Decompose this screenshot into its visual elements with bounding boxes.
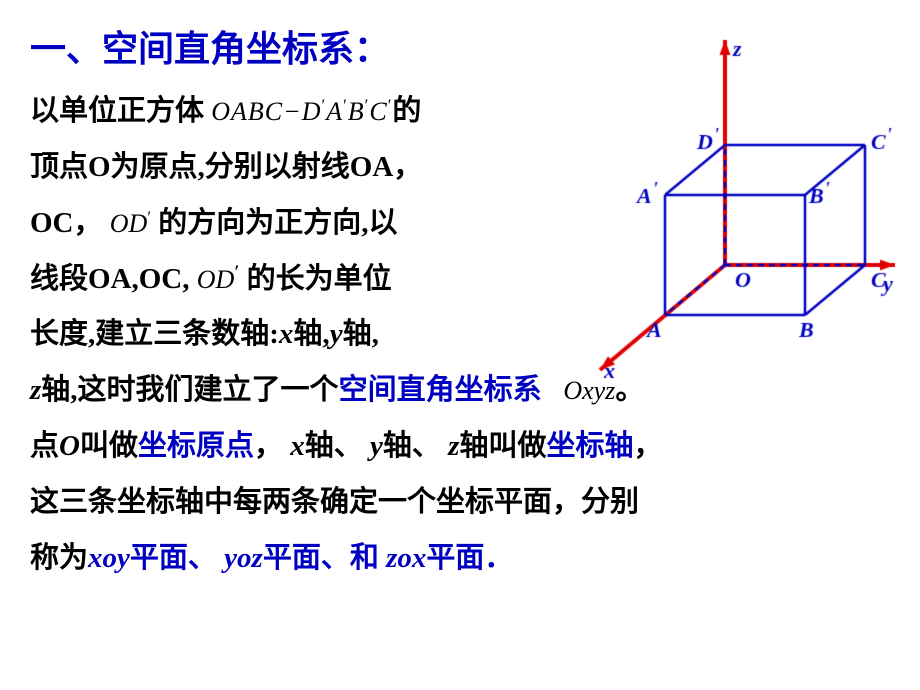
axis-y2: y bbox=[370, 430, 383, 462]
paragraph-1: 以单位正方体 OABC−D′A′B′C′的 顶点O为原点,分别以射线OA， OC… bbox=[30, 88, 550, 359]
text-ax2: 轴, bbox=[343, 318, 379, 350]
text-ax4: 轴、 bbox=[383, 430, 441, 462]
math-c: C bbox=[369, 97, 387, 126]
text-direction: 的方向为正方向,以 bbox=[158, 207, 397, 239]
math-o: O bbox=[59, 430, 80, 462]
text-intro: 以单位正方体 bbox=[30, 95, 204, 127]
term-axes: 坐标轴 bbox=[546, 430, 633, 462]
text-build: 长度,建立三条数轴: bbox=[30, 318, 279, 350]
text-ax1: 轴, bbox=[293, 318, 329, 350]
paragraph-3: 点O叫做坐标原点， x轴、 y轴、 z轴叫做坐标轴， 这三条坐标轴中每两条确定一… bbox=[30, 423, 890, 583]
text-comma2: ， bbox=[634, 430, 663, 462]
math-a: A bbox=[326, 97, 343, 126]
math-b: B bbox=[348, 97, 365, 126]
text-established: 轴,这时我们建立了一个 bbox=[41, 374, 338, 406]
math-d: D bbox=[302, 97, 322, 126]
math-oabc: OABC bbox=[211, 97, 283, 126]
text-called2: 称为 bbox=[30, 542, 88, 574]
term-coordsystem: 空间直角坐标系 bbox=[339, 374, 542, 406]
term-origin: 坐标原点 bbox=[138, 430, 254, 462]
axis-z: z bbox=[30, 374, 41, 406]
text-planes: 这三条坐标轴中每两条确定一个坐标平面，分别 bbox=[30, 479, 890, 527]
text-plane1: 平面、 bbox=[130, 542, 217, 574]
text-plane2: 平面、和 bbox=[263, 542, 379, 574]
plane-zox: zox bbox=[386, 542, 426, 574]
math-minus: − bbox=[283, 97, 302, 126]
math-od2: OD bbox=[197, 265, 235, 294]
text-comma1: ， bbox=[254, 430, 283, 462]
plane-yoz: yoz bbox=[224, 542, 263, 574]
text-plane3: 平面． bbox=[426, 542, 513, 574]
text-de: 的 bbox=[392, 95, 421, 127]
text-oc: OC， bbox=[30, 207, 103, 239]
axis-x: x bbox=[279, 318, 294, 350]
text-point: 点 bbox=[30, 430, 59, 462]
axis-z2: z bbox=[448, 430, 459, 462]
math-od: OD bbox=[110, 209, 148, 238]
text-segment: 线段OA,OC, bbox=[30, 263, 190, 295]
text-ax3: 轴、 bbox=[305, 430, 363, 462]
text-unit: 的长为单位 bbox=[247, 263, 392, 295]
coordinate-diagram bbox=[525, 30, 905, 390]
line-2: 顶点O为原点,分别以射线OA， bbox=[30, 144, 550, 192]
axis-x2: x bbox=[290, 430, 305, 462]
text-called: 叫做 bbox=[80, 430, 138, 462]
plane-xoy: xoy bbox=[88, 542, 130, 574]
text-ax5: 轴叫做 bbox=[459, 430, 546, 462]
axis-y: y bbox=[330, 318, 343, 350]
